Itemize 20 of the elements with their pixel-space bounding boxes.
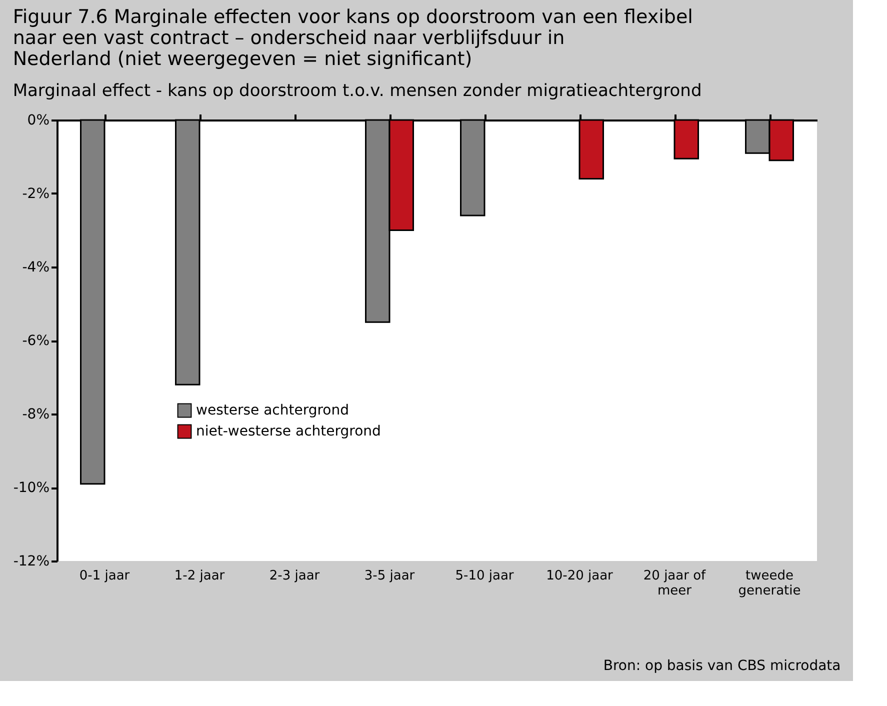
y-tick-label: 0% [27,112,50,128]
x-tick-label: tweede generatie [738,568,801,598]
y-tick-label: -4% [22,260,50,276]
x-tick-label: 1-2 jaar [174,568,226,584]
x-tick-label: 20 jaar of meer [643,568,706,598]
y-tick-label: -6% [22,333,50,349]
x-tick-label: 2-3 jaar [269,568,320,584]
y-tick-label: -8% [22,406,50,422]
x-tick-label: 10-20 jaar [546,568,614,584]
legend-label: niet-westerse achtergrond [196,424,381,440]
x-tick-label: 3-5 jaar [364,568,416,584]
y-tick-label: -2% [22,186,50,202]
chart-subtitle: Marginaal effect - kans op doorstroom t.o.v. mensen zonder migratieachtergrond [12,81,702,101]
y-tick-label: -10% [13,480,50,496]
x-tick-label: 5-10 jaar [455,568,514,584]
legend-label: westerse achtergrond [196,402,349,418]
chart-title: Figuur 7.6 Marginale effecten voor kans op doorstroom van een flexibel naar een vast contract – onderscheid naar verblijfsduur in Nederland (niet weergegeven = niet significant) [12,6,693,70]
y-tick-label: -12% [13,554,50,570]
text: Bron: op basis van CBS microdata [603,658,841,674]
x-tick-label: 0-1 jaar [79,568,130,584]
